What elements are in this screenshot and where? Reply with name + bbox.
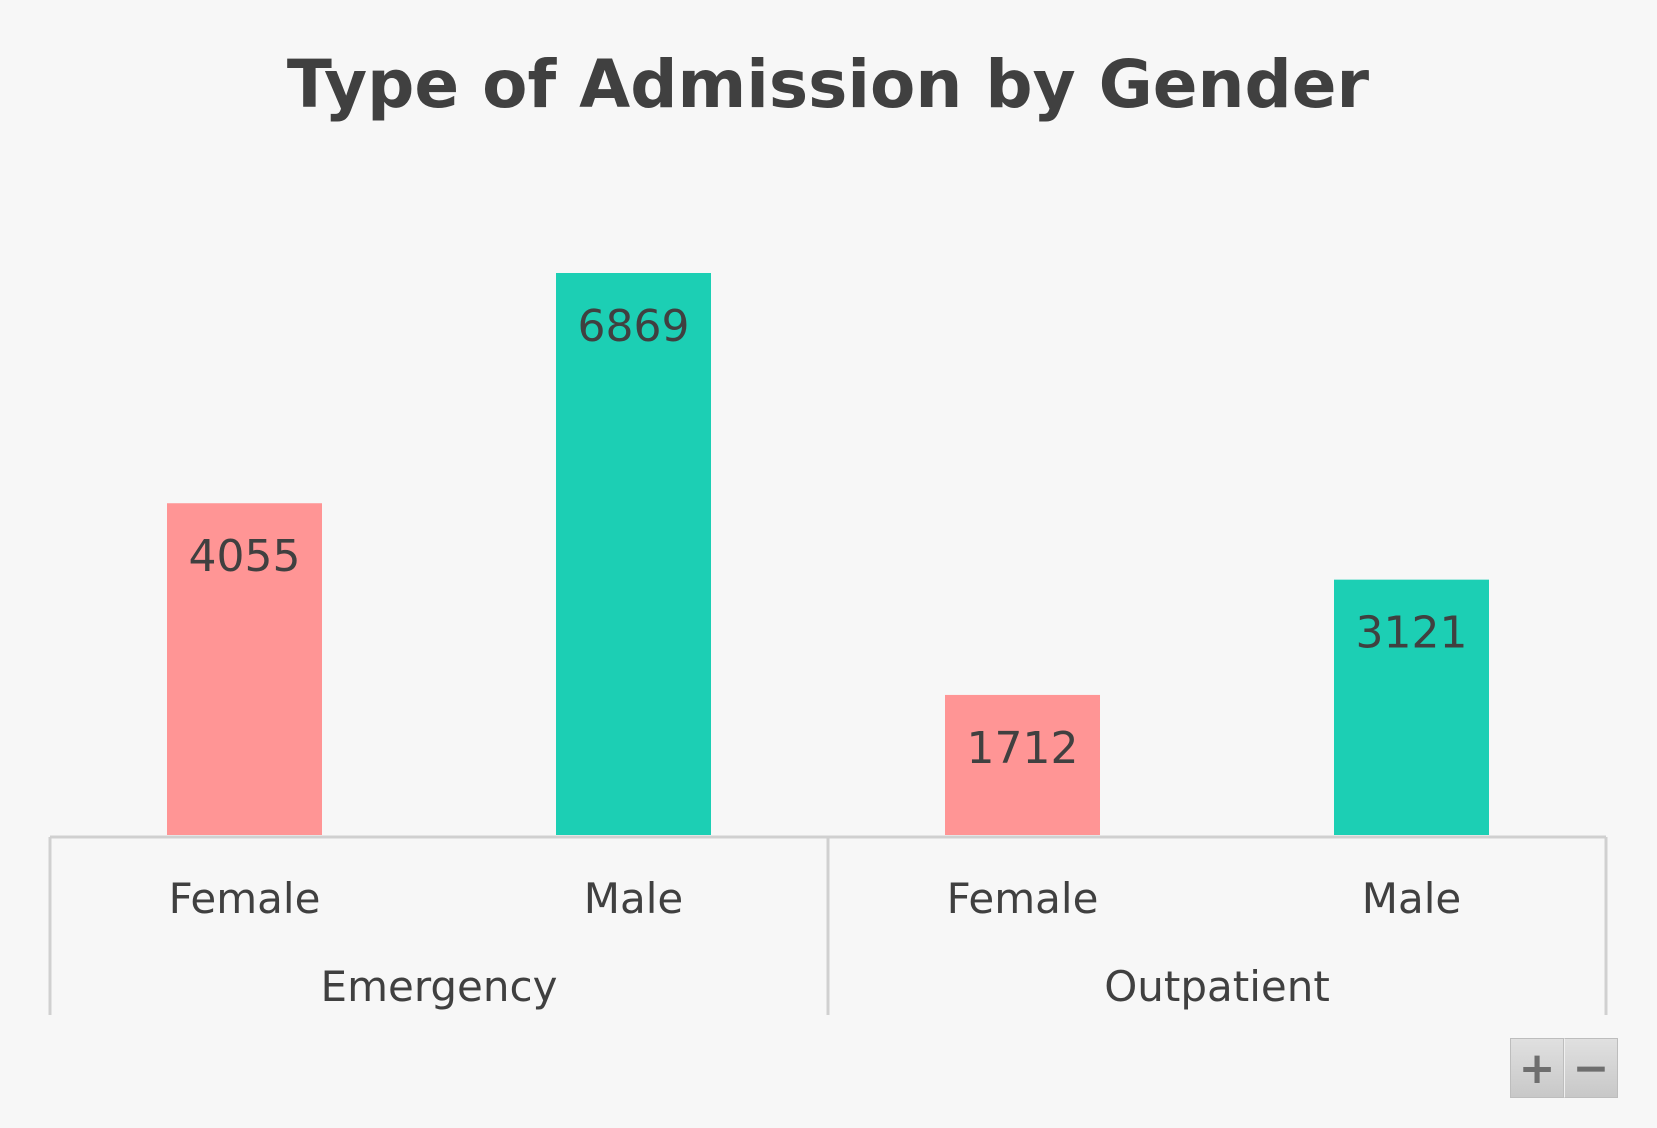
x-tick-label-emergency-male: Male [584,874,683,923]
chart-title: Type of Admission by Gender [287,46,1370,123]
bar-emergency-female[interactable] [167,503,322,835]
group-label-outpatient: Outpatient [1104,962,1330,1011]
group-label-emergency: Emergency [321,962,558,1011]
zoom-in-button[interactable]: + [1510,1038,1564,1098]
x-tick-label-emergency-female: Female [169,874,321,923]
zoom-controls: + − [1510,1038,1618,1098]
bar-outpatient-female[interactable] [945,694,1100,835]
x-tick-label-outpatient-male: Male [1362,874,1461,923]
x-tick-label-outpatient-female: Female [947,874,1099,923]
bar-emergency-male[interactable] [556,273,711,835]
data-label-outpatient-male: 3121 [1356,608,1468,659]
zoom-out-button[interactable]: − [1564,1038,1618,1098]
data-label-outpatient-female: 1712 [967,723,1079,774]
bar-outpatient-male[interactable] [1334,579,1489,835]
bars-layer: 4055 6869 1712 3121 [167,273,1489,835]
data-label-emergency-male: 6869 [578,301,690,352]
data-label-emergency-female: 4055 [189,531,301,582]
